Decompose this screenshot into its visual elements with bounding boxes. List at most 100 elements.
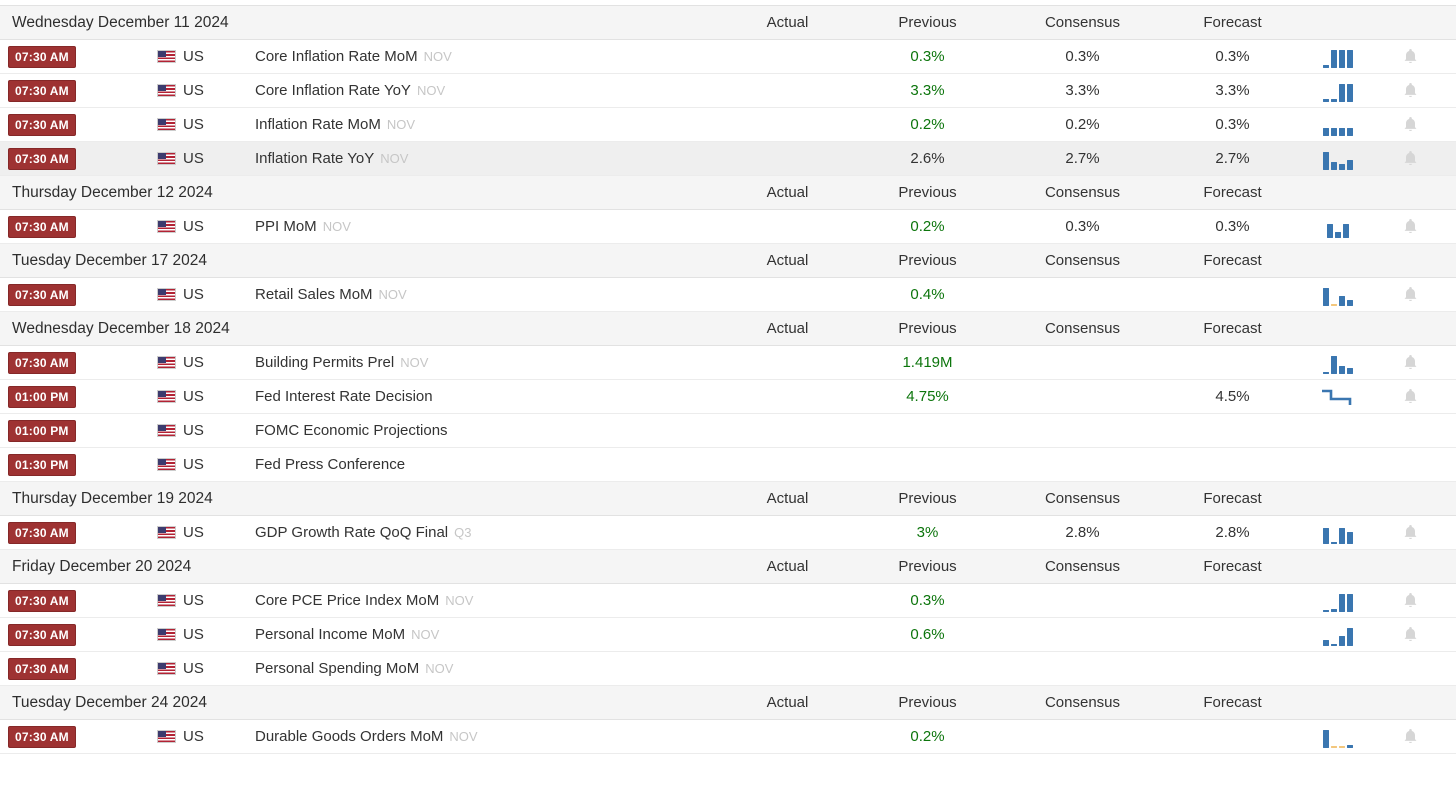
sparkline-bar	[1346, 49, 1353, 68]
forecast-value	[1155, 651, 1310, 686]
sparkline-bar	[1322, 151, 1329, 170]
event-row[interactable]: 07:30 AM US Personal Income MoM NOV 0.6%	[0, 617, 1456, 652]
event-name[interactable]: GDP Growth Rate QoQ Final	[255, 524, 449, 541]
sparkline-bar	[1330, 643, 1337, 646]
event-name[interactable]: Retail Sales MoM	[255, 286, 373, 303]
bell-icon[interactable]	[1403, 354, 1418, 371]
sparkline-chart[interactable]	[1322, 114, 1353, 136]
event-name[interactable]: Personal Income MoM	[255, 626, 406, 643]
event-time-badge: 07:30 AM	[8, 215, 76, 238]
sparkline-chart[interactable]	[1322, 148, 1353, 170]
consensus-value	[1010, 583, 1155, 618]
previous-value: 0.6%	[845, 617, 1010, 652]
sparkline-bar	[1330, 161, 1337, 170]
event-row[interactable]: 07:30 AM US Inflation Rate MoM NOV 0.2% 0.2% 0…	[0, 107, 1456, 142]
sparkline-bar	[1346, 127, 1353, 136]
us-flag-icon	[157, 594, 176, 607]
date-header: Wednesday December 11 2024	[0, 5, 730, 40]
chart-cell	[1310, 413, 1365, 448]
event-name[interactable]: Personal Spending MoM	[255, 660, 420, 677]
event-name[interactable]: Inflation Rate YoY	[255, 150, 375, 167]
event-name[interactable]: Building Permits Prel	[255, 354, 395, 371]
bell-icon[interactable]	[1403, 218, 1418, 235]
bell-icon[interactable]	[1403, 116, 1418, 133]
country-cell: US	[148, 719, 255, 754]
sparkline-chart[interactable]	[1326, 216, 1349, 238]
bell-icon[interactable]	[1403, 82, 1418, 99]
bell-cell	[1365, 209, 1456, 244]
event-row[interactable]: 07:30 AM US Core PCE Price Index MoM NOV 0.3…	[0, 583, 1456, 618]
event-row[interactable]: 01:00 PM US FOMC Economic Projections	[0, 413, 1456, 448]
calendar-body: Wednesday December 11 2024 Actual Previous…	[0, 5, 1456, 754]
event-row[interactable]: 01:00 PM US Fed Interest Rate Decision 4.75…	[0, 379, 1456, 414]
date-header: Tuesday December 24 2024	[0, 685, 730, 720]
country-label: US	[183, 116, 204, 133]
event-row[interactable]: 07:30 AM US Personal Spending MoM NOV	[0, 651, 1456, 686]
us-flag-icon	[157, 730, 176, 743]
event-row[interactable]: 07:30 AM US Core Inflation Rate YoY NOV 3.3%…	[0, 73, 1456, 108]
bell-icon[interactable]	[1403, 286, 1418, 303]
event-name[interactable]: Durable Goods Orders MoM	[255, 728, 444, 745]
reference-period: NOV	[378, 287, 407, 302]
sparkline-chart[interactable]	[1322, 352, 1353, 374]
sparkline-bar	[1346, 627, 1353, 646]
event-row[interactable]: 07:30 AM US GDP Growth Rate QoQ Final Q3 3% 2…	[0, 515, 1456, 550]
sparkline-bar	[1330, 608, 1337, 612]
sparkline-bar	[1334, 231, 1341, 238]
bell-icon[interactable]	[1403, 388, 1418, 405]
event-name[interactable]: FOMC Economic Projections	[255, 422, 448, 439]
bell-icon[interactable]	[1403, 592, 1418, 609]
bell-icon[interactable]	[1403, 728, 1418, 745]
event-name[interactable]: Core PCE Price Index MoM	[255, 592, 440, 609]
sparkline-chart[interactable]	[1322, 590, 1353, 612]
previous-value: 0.3%	[845, 39, 1010, 74]
event-row[interactable]: 01:30 PM US Fed Press Conference	[0, 447, 1456, 482]
sparkline-chart[interactable]	[1322, 46, 1353, 68]
column-header-consensus: Consensus	[1010, 549, 1155, 584]
event-row[interactable]: 07:30 AM US Durable Goods Orders MoM NOV 0.2…	[0, 719, 1456, 754]
bell-cell	[1365, 617, 1456, 652]
chart-cell	[1310, 141, 1365, 176]
event-time-cell: 07:30 AM	[0, 583, 148, 618]
sparkline-bar	[1322, 527, 1329, 544]
date-header-row: Friday December 20 2024 Actual Previous Con…	[0, 549, 1456, 584]
event-name[interactable]: Core Inflation Rate MoM	[255, 48, 418, 65]
country-label: US	[183, 354, 204, 371]
chart-cell	[1310, 515, 1365, 550]
event-time-badge: 07:30 AM	[8, 725, 76, 748]
sparkline-chart[interactable]	[1318, 386, 1358, 408]
event-name[interactable]: Core Inflation Rate YoY	[255, 82, 411, 99]
event-row[interactable]: 07:30 AM US Inflation Rate YoY NOV 2.6% 2.7% 2…	[0, 141, 1456, 176]
sparkline-bar	[1322, 639, 1329, 646]
event-row[interactable]: 07:30 AM US Retail Sales MoM NOV 0.4%	[0, 277, 1456, 312]
event-time-badge: 07:30 AM	[8, 589, 76, 612]
sparkline-chart[interactable]	[1322, 726, 1353, 748]
sparkline-chart[interactable]	[1322, 284, 1353, 306]
chart-cell	[1310, 719, 1365, 754]
column-header-consensus: Consensus	[1010, 175, 1155, 210]
sparkline-chart[interactable]	[1322, 624, 1353, 646]
event-time-cell: 07:30 AM	[0, 209, 148, 244]
event-row[interactable]: 07:30 AM US PPI MoM NOV 0.2% 0.3% 0.3%	[0, 209, 1456, 244]
bell-icon[interactable]	[1403, 48, 1418, 65]
consensus-value	[1010, 719, 1155, 754]
event-name[interactable]: PPI MoM	[255, 218, 317, 235]
country-cell: US	[148, 107, 255, 142]
column-header-bell-spacer	[1365, 175, 1456, 210]
event-name[interactable]: Inflation Rate MoM	[255, 116, 381, 133]
sparkline-chart[interactable]	[1322, 522, 1353, 544]
reference-period: NOV	[380, 151, 409, 166]
event-row[interactable]: 07:30 AM US Core Inflation Rate MoM NOV 0.3%…	[0, 39, 1456, 74]
sparkline-bar	[1322, 98, 1329, 102]
event-name[interactable]: Fed Interest Rate Decision	[255, 388, 433, 405]
sparkline-chart[interactable]	[1322, 80, 1353, 102]
country-cell: US	[148, 277, 255, 312]
bell-icon[interactable]	[1403, 150, 1418, 167]
event-name[interactable]: Fed Press Conference	[255, 456, 406, 473]
bell-icon[interactable]	[1403, 524, 1418, 541]
event-cell: Durable Goods Orders MoM NOV	[255, 719, 730, 754]
actual-value	[730, 277, 845, 312]
bell-icon[interactable]	[1403, 626, 1418, 643]
event-row[interactable]: 07:30 AM US Building Permits Prel NOV 1.419M	[0, 345, 1456, 380]
event-time-cell: 07:30 AM	[0, 73, 148, 108]
